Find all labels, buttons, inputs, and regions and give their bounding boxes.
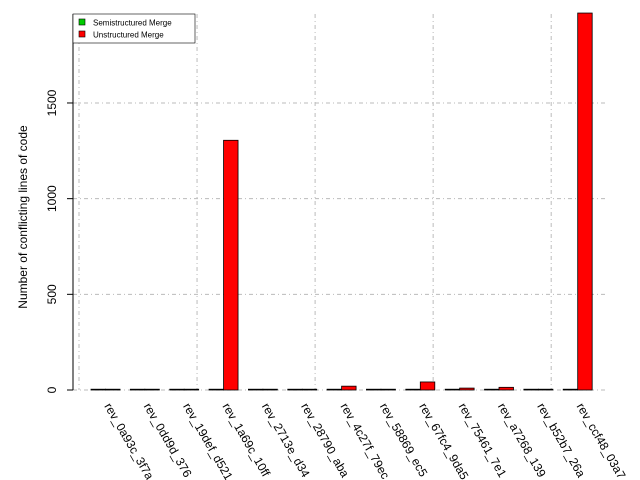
bar-unstructured (183, 388, 200, 391)
bar-semistructured (208, 388, 224, 391)
bar-unstructured (577, 12, 593, 391)
bar-unstructured (223, 139, 239, 391)
bar-semistructured (247, 388, 264, 391)
legend-label-semistructured: Semistructured Merge (93, 19, 172, 28)
bar-unstructured (262, 388, 278, 391)
legend-box (72, 13, 196, 44)
bar-unstructured (537, 388, 554, 391)
bar-semistructured (523, 388, 539, 391)
bar-unstructured (301, 388, 318, 391)
bar-semistructured (484, 388, 500, 391)
bar-semistructured (366, 388, 382, 391)
bar-semistructured (287, 388, 303, 391)
y-axis: 0 500 1000 1500 (45, 14, 74, 393)
bar-unstructured (498, 386, 514, 391)
bar-unstructured (459, 387, 475, 391)
bar-semistructured (405, 388, 421, 391)
bar-semistructured (444, 388, 461, 391)
legend-swatch-unstructured (78, 30, 86, 38)
x-tick-labels: rev_0a93c_3f7arev_0dd9d_376rev_19def_d52… (101, 401, 628, 480)
legend: Semistructured Merge Unstructured Merge (72, 13, 196, 44)
y-tick-label: 500 (45, 284, 59, 304)
legend-swatch-semistructured (78, 18, 86, 26)
bar-unstructured (419, 381, 436, 391)
bars (90, 12, 593, 391)
y-axis-label: Number of conflicting lines of code (16, 125, 30, 309)
bar-unstructured (341, 385, 357, 391)
y-tick-label: 1500 (45, 89, 59, 116)
grid-lines (73, 14, 606, 391)
bar-semistructured (129, 388, 146, 391)
y-tick-label: 1000 (45, 185, 59, 212)
bar-semistructured (90, 388, 106, 391)
bar-semistructured (562, 388, 579, 391)
bar-unstructured (380, 388, 396, 391)
bar-semistructured (169, 388, 185, 391)
bar-semistructured (326, 388, 343, 391)
bar-unstructured (105, 388, 121, 391)
y-tick-label: 0 (45, 386, 59, 393)
bar-unstructured (144, 388, 160, 391)
legend-label-unstructured: Unstructured Merge (93, 31, 164, 40)
